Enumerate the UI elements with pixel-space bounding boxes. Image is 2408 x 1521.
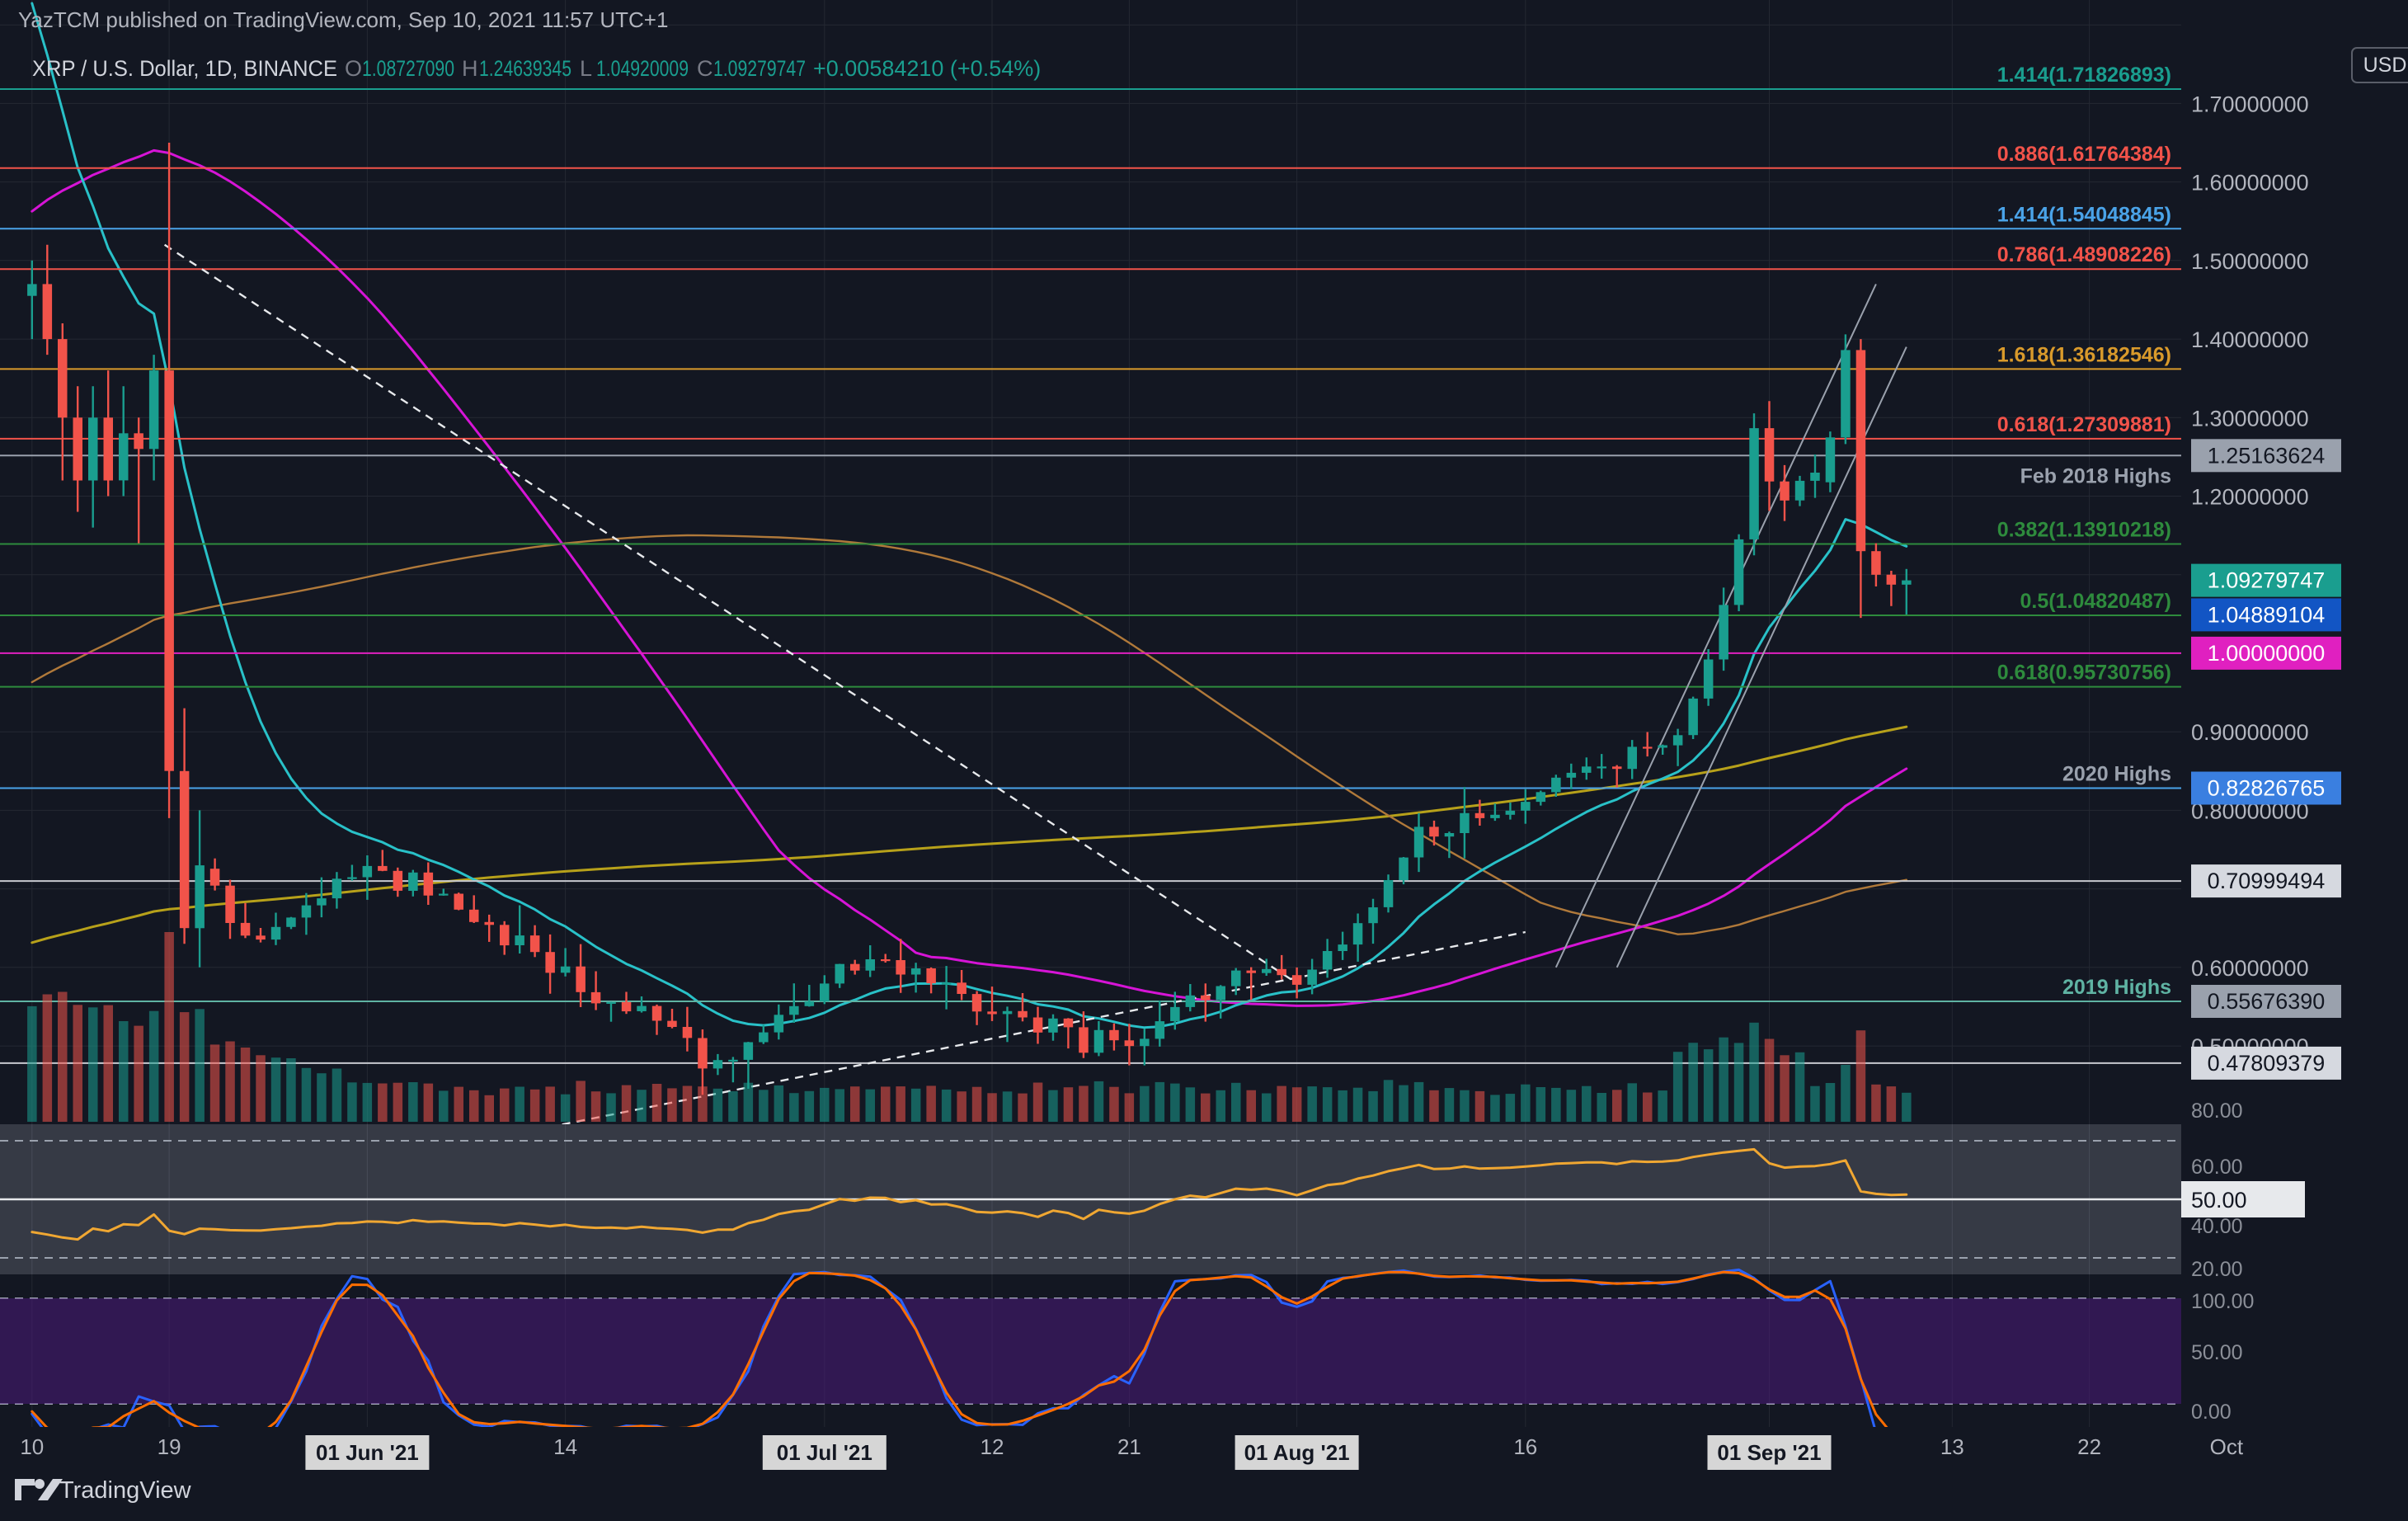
- svg-text:0.886(1.61764384): 0.886(1.61764384): [1997, 143, 2171, 166]
- svg-text:+0.00584210 (+0.54%): +0.00584210 (+0.54%): [813, 56, 1041, 81]
- svg-text:1.09279747: 1.09279747: [2208, 568, 2326, 593]
- svg-text:60.00: 60.00: [2191, 1156, 2243, 1179]
- svg-text:16: 16: [1513, 1434, 1537, 1459]
- svg-text:0.90000000: 0.90000000: [2191, 720, 2309, 745]
- svg-text:01 Jun '21: 01 Jun '21: [316, 1440, 419, 1465]
- svg-text:0.55676390: 0.55676390: [2208, 989, 2326, 1014]
- svg-text:50.00: 50.00: [2191, 1341, 2243, 1364]
- svg-text:0.47809379: 0.47809379: [2208, 1051, 2326, 1076]
- svg-text:22: 22: [2077, 1434, 2101, 1459]
- svg-text:1.414(1.54048845): 1.414(1.54048845): [1997, 203, 2171, 226]
- svg-text:40.00: 40.00: [2191, 1215, 2243, 1238]
- svg-text:1.20000000: 1.20000000: [2191, 485, 2309, 510]
- svg-text:0.60000000: 0.60000000: [2191, 956, 2309, 981]
- svg-text:2019 Highs: 2019 Highs: [2062, 976, 2171, 999]
- svg-text:50.00: 50.00: [2191, 1188, 2247, 1213]
- svg-text:80.00: 80.00: [2191, 1100, 2243, 1123]
- svg-text:100.00: 100.00: [2191, 1290, 2254, 1313]
- svg-text:20.00: 20.00: [2191, 1258, 2243, 1281]
- svg-text:1.70000000: 1.70000000: [2191, 92, 2309, 116]
- svg-text:13: 13: [1940, 1434, 1964, 1459]
- svg-text:0.70999494: 0.70999494: [2208, 869, 2326, 893]
- svg-text:USD: USD: [2363, 54, 2407, 77]
- svg-text:0.382(1.13910218): 0.382(1.13910218): [1997, 519, 2171, 542]
- svg-text:01 Jul '21: 01 Jul '21: [777, 1440, 872, 1465]
- svg-text:12: 12: [981, 1434, 1004, 1459]
- svg-text:1.04920009: 1.04920009: [596, 56, 689, 81]
- svg-text:L: L: [580, 56, 592, 81]
- svg-text:YazTCM published on TradingVie: YazTCM published on TradingView.com, Sep…: [18, 7, 668, 32]
- svg-text:Oct: Oct: [2210, 1434, 2244, 1459]
- svg-text:XRP / U.S. Dollar, 1D, BINANCE: XRP / U.S. Dollar, 1D, BINANCE: [32, 56, 337, 81]
- svg-text:1.30000000: 1.30000000: [2191, 406, 2309, 431]
- svg-text:10: 10: [20, 1434, 44, 1459]
- svg-text:1.08727090: 1.08727090: [362, 56, 454, 81]
- svg-text:0.618(0.95730756): 0.618(0.95730756): [1997, 662, 2171, 685]
- svg-text:1.00000000: 1.00000000: [2208, 641, 2326, 666]
- svg-text:0.00: 0.00: [2191, 1401, 2232, 1424]
- svg-text:1.50000000: 1.50000000: [2191, 249, 2309, 274]
- svg-text:1.40000000: 1.40000000: [2191, 327, 2309, 352]
- svg-text:0.5(1.04820487): 0.5(1.04820487): [2020, 590, 2171, 613]
- svg-text:1.09279747: 1.09279747: [713, 56, 806, 81]
- svg-text:1.618(1.36182546): 1.618(1.36182546): [1997, 343, 2171, 366]
- svg-text:1.25163624: 1.25163624: [2208, 443, 2326, 468]
- svg-text:19: 19: [158, 1434, 181, 1459]
- svg-text:14: 14: [553, 1434, 577, 1459]
- svg-text:1.04889104: 1.04889104: [2208, 602, 2326, 627]
- svg-text:21: 21: [1117, 1434, 1141, 1459]
- svg-text:01 Aug '21: 01 Aug '21: [1244, 1440, 1350, 1465]
- svg-text:1.414(1.71826893): 1.414(1.71826893): [1997, 64, 2171, 87]
- svg-text:2020 Highs: 2020 Highs: [2062, 763, 2171, 786]
- svg-text:1.24639345: 1.24639345: [479, 56, 571, 81]
- svg-text:TradingView: TradingView: [59, 1477, 192, 1504]
- svg-text:1.60000000: 1.60000000: [2191, 171, 2309, 195]
- svg-text:0.82826765: 0.82826765: [2208, 776, 2326, 801]
- svg-text:Feb 2018 Highs: Feb 2018 Highs: [2020, 464, 2171, 487]
- svg-text:C: C: [697, 56, 713, 81]
- svg-text:0.618(1.27309881): 0.618(1.27309881): [1997, 413, 2171, 436]
- svg-text:0.786(1.48908226): 0.786(1.48908226): [1997, 243, 2171, 266]
- svg-text:O: O: [345, 56, 362, 81]
- svg-text:01 Sep '21: 01 Sep '21: [1717, 1440, 1821, 1465]
- svg-text:H: H: [462, 56, 478, 81]
